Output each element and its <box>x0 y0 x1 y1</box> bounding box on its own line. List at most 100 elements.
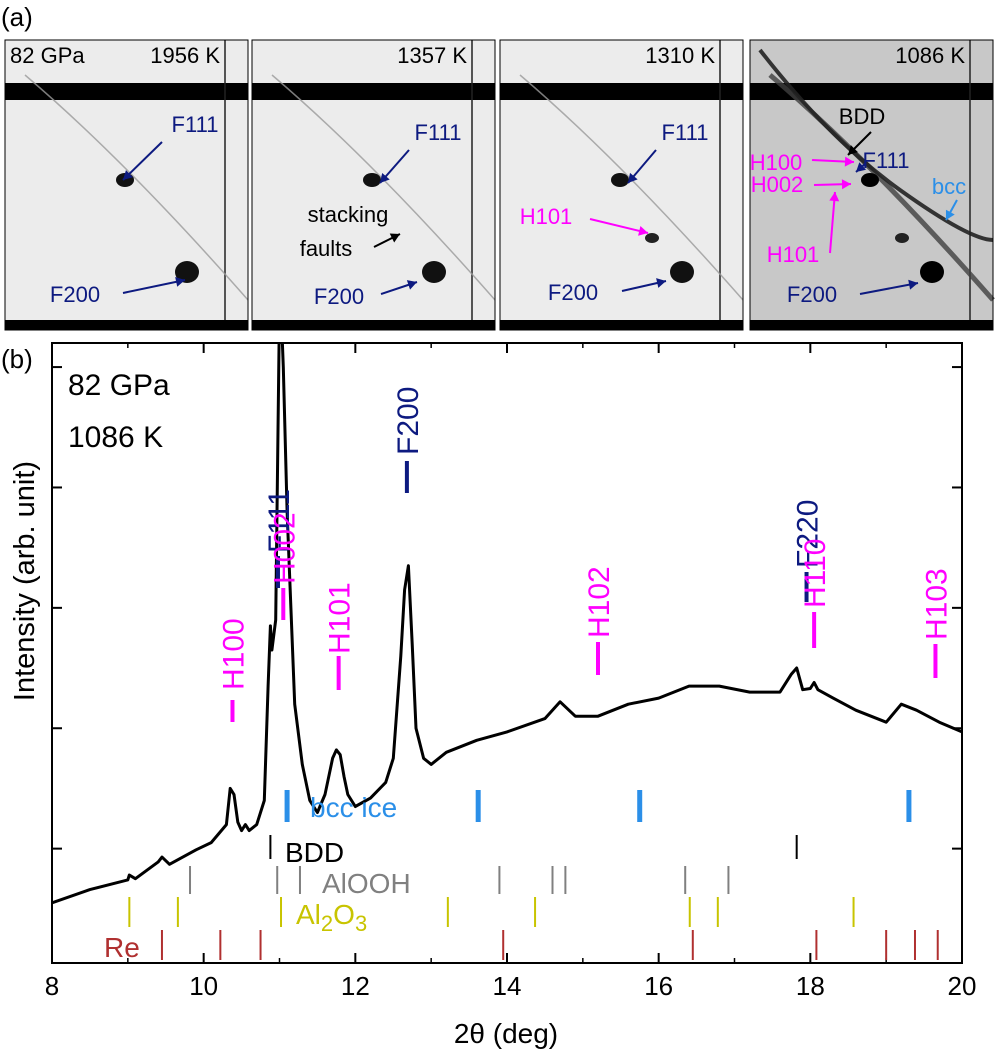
frame-border <box>251 39 496 331</box>
annotation-arrowhead <box>638 226 648 236</box>
x-tick-label: 20 <box>948 971 977 1001</box>
frame-annotation-h002: H002 <box>751 172 804 197</box>
frame-border <box>749 39 994 331</box>
frame-annotation-bcc: bcc <box>932 174 966 199</box>
formula-subscript: 2 <box>321 911 333 936</box>
frame-temperature-label: 1956 K <box>150 43 220 68</box>
annotation-arrow <box>122 279 186 294</box>
frame-annotation-faults: faults <box>300 236 353 261</box>
hkl-label-f111: F111 <box>263 489 296 553</box>
panel-a-label: (a) <box>1 2 33 32</box>
diffraction-frame-4: 1086 K BDD H100 F111 H002 bcc H101 F200 <box>749 39 995 331</box>
frame-bottom-bar <box>5 320 248 330</box>
annotation-arrowhead <box>856 162 867 172</box>
diffraction-spot-h101 <box>895 233 909 243</box>
plot-frame <box>51 342 963 964</box>
x-tick-label: 12 <box>341 971 370 1001</box>
reference-label-re: Re <box>104 932 140 963</box>
reference-label-alooh: AlOOH <box>322 868 411 899</box>
frame-border <box>499 39 744 331</box>
diffraction-spot-f200 <box>670 261 694 283</box>
frame-top-bar <box>750 83 993 100</box>
hkl-label-h101: H101 <box>324 582 357 654</box>
annotation-arrowhead <box>380 172 390 183</box>
frame-bottom-bar <box>500 320 743 330</box>
frame-annotation-f200: F200 <box>548 280 598 305</box>
hkl-label-h002: H002 <box>268 512 301 584</box>
frame-top-bar <box>252 83 495 100</box>
hkl-label-f220: F220 <box>792 500 825 568</box>
formula-part: O <box>333 899 355 930</box>
frame-top-bar <box>5 83 248 100</box>
frame-annotation-h101: H101 <box>767 242 820 267</box>
diffraction-streak <box>758 48 994 242</box>
x-tick-label: 16 <box>644 971 673 1001</box>
x-tick-label: 10 <box>189 971 218 1001</box>
annotation-arrowhead <box>844 156 854 167</box>
frame-annotation-f111: F111 <box>415 120 462 145</box>
annotation-arrowhead <box>656 278 666 288</box>
hkl-label-h102: H102 <box>583 566 616 638</box>
panel-b-label: (b) <box>1 344 33 374</box>
reference-label-bcc-ice: bcc ice <box>310 792 397 823</box>
plot-pressure-label: 82 GPa <box>68 369 170 402</box>
x-tick-label: 18 <box>796 971 825 1001</box>
annotation-arrowhead <box>123 170 133 180</box>
frame-annotation-stacking: stacking <box>308 202 389 227</box>
frame-annotation-f111: F111 <box>172 112 219 137</box>
diffraction-spot-f111 <box>861 173 879 187</box>
hkl-label-h100: H100 <box>217 618 250 690</box>
annotation-arrowhead <box>406 280 417 290</box>
diffraction-streak <box>519 74 744 301</box>
annotation-arrowhead <box>841 179 851 190</box>
frame-temperature-label: 1310 K <box>645 43 715 68</box>
frame-pressure-label: 82 GPa <box>10 43 85 68</box>
frame-annotation-bdd: BDD <box>839 104 885 129</box>
formula-part: Al <box>296 899 321 930</box>
diffraction-spot-f200 <box>175 261 199 283</box>
plot-temperature-label: 1086 K <box>68 421 163 454</box>
diffraction-spot-f200 <box>422 261 446 283</box>
annotation-arrow <box>859 282 919 295</box>
diffraction-spot-h101 <box>645 233 659 243</box>
x-tick-label: 14 <box>493 971 522 1001</box>
frame-temperature-label: 1086 K <box>895 43 965 68</box>
annotation-arrowhead <box>908 279 918 290</box>
frame-top-bar <box>500 83 743 100</box>
xrd-curve <box>52 343 962 905</box>
frame-bottom-bar <box>252 320 495 330</box>
diffraction-spot-f111 <box>363 173 381 187</box>
frame-annotation-f200: F200 <box>314 284 364 309</box>
annotation-arrow <box>829 191 836 254</box>
annotation-arrow <box>122 141 163 181</box>
annotation-arrowhead <box>848 145 858 155</box>
reference-label-al: Al2O3 <box>296 899 367 936</box>
frame-annotation-f200: F200 <box>50 282 100 307</box>
diffraction-frame-1: 82 GPa 1956 K F111 F200 <box>4 39 249 331</box>
diffraction-frame-3: 1310 K F111 H101 F200 <box>499 39 744 331</box>
frame-annotation-h101: H101 <box>520 204 573 229</box>
frame-annotation-f200: F200 <box>787 282 837 307</box>
reference-label-bdd: BDD <box>285 837 344 868</box>
diffraction-spot-f200 <box>920 261 944 283</box>
annotation-arrowhead <box>389 233 400 243</box>
frame-annotation-f111: F111 <box>662 120 709 145</box>
diffraction-spot-f111 <box>611 173 629 187</box>
annotation-arrowhead <box>175 276 185 287</box>
x-axis-label: 2θ (deg) <box>454 1018 558 1049</box>
y-axis-label: Intensity (arb. unit) <box>9 461 41 701</box>
frame-border <box>4 39 249 331</box>
annotation-arrowhead <box>829 192 840 202</box>
x-tick-label: 8 <box>45 971 59 1001</box>
frame-temperature-label: 1357 K <box>397 43 467 68</box>
frame-bottom-bar <box>750 320 993 330</box>
annotation-arrowhead <box>945 209 955 220</box>
diffraction-images: 82 GPa 1956 K F111 F200 1357 K F111 stacking fa… <box>4 39 995 331</box>
formula-subscript: 3 <box>355 911 367 936</box>
hkl-label-h110: H110 <box>799 539 832 609</box>
frame-annotation-h100: H100 <box>750 150 803 175</box>
hkl-label-h103: H103 <box>920 568 953 640</box>
diffraction-streak <box>271 74 496 301</box>
